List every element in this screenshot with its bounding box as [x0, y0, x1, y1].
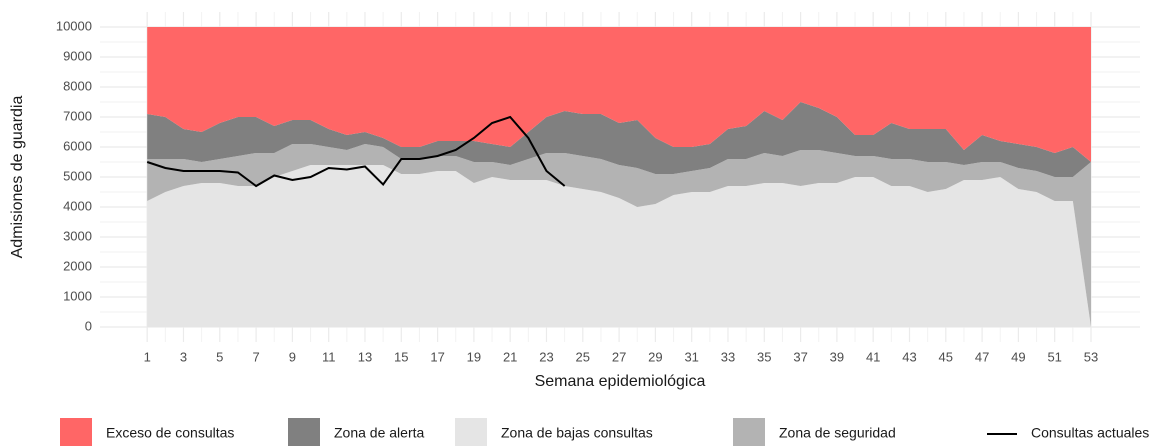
legend-label: Consultas actuales: [1031, 425, 1149, 441]
x-tick-label: 31: [684, 349, 698, 364]
y-tick-label: 3000: [63, 228, 92, 243]
y-axis-title: Admisiones de guardia: [9, 96, 26, 259]
x-tick-label: 41: [866, 349, 880, 364]
legend: Zona de bajas consultas Zona de seguridad…: [60, 418, 1149, 446]
x-tick-label: 15: [394, 349, 408, 364]
y-tick-label: 10000: [56, 18, 92, 33]
x-tick-label: 39: [830, 349, 844, 364]
x-tick-label: 37: [793, 349, 807, 364]
x-axis-title: Semana epidemiológica: [535, 373, 706, 390]
y-tick-label: 6000: [63, 138, 92, 153]
line: [146, 115, 566, 188]
x-tick-label: 45: [939, 349, 953, 364]
x-tick-label: 35: [757, 349, 771, 364]
y-tick-label: 4000: [63, 198, 92, 213]
y-tick-label: 9000: [63, 48, 92, 63]
y-tick-label: 2000: [63, 258, 92, 273]
y-tick-label: 8000: [63, 78, 92, 93]
x-tick-label: 33: [721, 349, 735, 364]
y-tick-label: 0: [85, 318, 92, 333]
x-tick-label: 5: [216, 349, 223, 364]
x-tick-label: 29: [648, 349, 662, 364]
area: [147, 165, 1091, 327]
y-tick-label: 5000: [63, 168, 92, 183]
x-tick-label: 11: [322, 349, 336, 364]
y-tick-label: 1000: [63, 288, 92, 303]
x-tick-label: 53: [1084, 349, 1098, 364]
x-tick-label: 1: [144, 349, 151, 364]
x-tick-label: 51: [1047, 349, 1061, 364]
area: [147, 102, 1091, 177]
legend-label: Zona de alerta: [334, 425, 424, 441]
plot-area: [146, 27, 1091, 327]
legend-swatch: [288, 418, 320, 446]
x-tick-label: 49: [1011, 349, 1025, 364]
legend-swatch: [733, 418, 765, 446]
legend-label: Zona de seguridad: [779, 425, 896, 441]
x-tick-label: 9: [289, 349, 296, 364]
x-tick-label: 17: [430, 349, 444, 364]
axis-labels: 0 1000 2000 3000 4000 5000 6000 7000 8000 9000 100…: [56, 18, 1098, 364]
x-tick-label: 27: [612, 349, 626, 364]
area: [147, 27, 1091, 162]
x-tick-label: 23: [539, 349, 553, 364]
x-tick-label: 21: [503, 349, 517, 364]
legend-label: Zona de bajas consultas: [501, 425, 653, 441]
x-tick-label: 7: [252, 349, 259, 364]
legend-label: Exceso de consultas: [106, 425, 234, 441]
legend-swatch: [60, 418, 92, 446]
x-tick-label: 19: [467, 349, 481, 364]
x-tick-label: 25: [576, 349, 590, 364]
area: [147, 144, 1091, 327]
legend-swatch: [455, 418, 487, 446]
y-tick-label: 7000: [63, 108, 92, 123]
x-tick-label: 3: [180, 349, 187, 364]
x-tick-label: 13: [358, 349, 372, 364]
x-tick-label: 43: [902, 349, 916, 364]
x-tick-label: 47: [975, 349, 989, 364]
